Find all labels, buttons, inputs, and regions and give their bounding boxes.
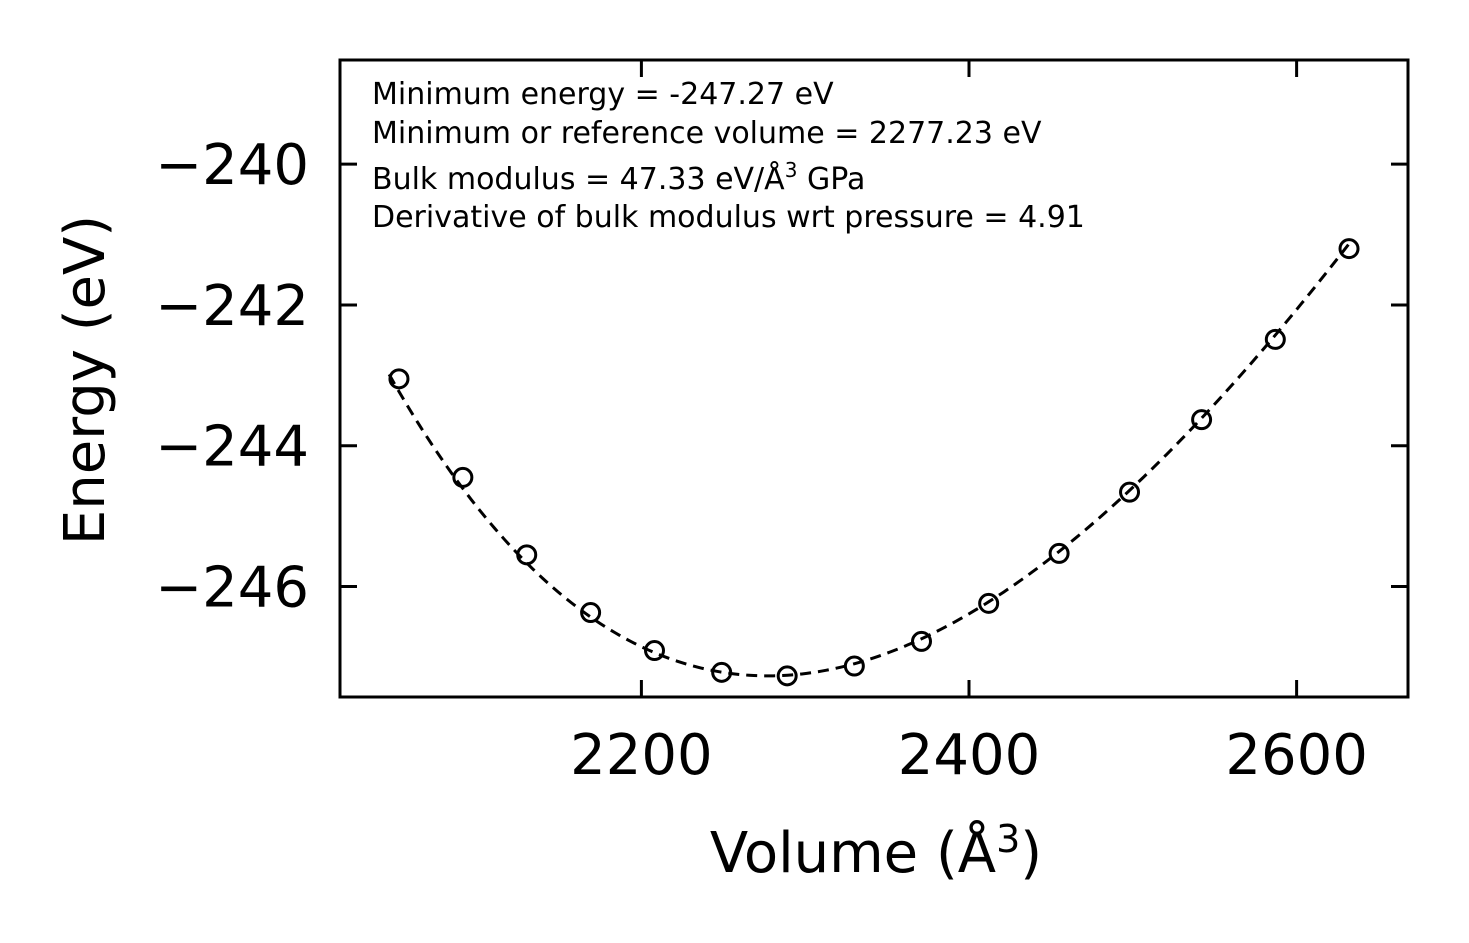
data-point — [1264, 328, 1286, 350]
data-point — [452, 466, 474, 488]
fit-curve — [387, 242, 1351, 678]
data-point — [911, 630, 933, 652]
annotation-box: Minimum energy = -247.27 eV Minimum or r… — [372, 77, 1085, 235]
y-tick-label: −244 — [155, 415, 309, 480]
data-point — [776, 665, 798, 687]
data-point — [711, 661, 733, 683]
axis-ticks: 2200 2400 2600 −240 −242 −244 −246 — [155, 60, 1408, 788]
y-tick-label: −242 — [155, 274, 309, 339]
data-point — [1338, 238, 1360, 260]
x-axis-label-sup: 3 — [996, 817, 1020, 861]
x-tick-label: 2400 — [898, 723, 1041, 788]
annotation-bulk-modulus-text: Bulk modulus = 47.33 eV/Å — [372, 161, 785, 197]
data-point — [978, 592, 1000, 614]
plot-frame — [338, 58, 1410, 699]
data-point — [580, 602, 602, 624]
annotation-bulk-derivative: Derivative of bulk modulus wrt pressure … — [372, 200, 1085, 235]
annotation-bulk-modulus: Bulk modulus = 47.33 eV/Å3 GPa — [372, 158, 865, 197]
x-axis-label: Volume (Å3) — [710, 817, 1042, 886]
x-tick-label: 2200 — [570, 723, 713, 788]
annotation-bulk-modulus-tail: GPa — [797, 162, 865, 197]
data-point — [388, 368, 410, 390]
x-axis-label-close: ) — [1020, 821, 1042, 886]
annotation-min-energy: Minimum energy = -247.27 eV — [372, 77, 834, 112]
plot-area — [387, 238, 1360, 687]
data-point — [1119, 481, 1141, 503]
annotation-ref-volume: Minimum or reference volume = 2277.23 eV — [372, 116, 1042, 151]
x-axis-label-text: Volume (Å — [710, 820, 996, 886]
x-tick-label: 2600 — [1225, 723, 1368, 788]
data-point — [644, 640, 666, 662]
y-tick-label: −240 — [155, 133, 309, 198]
data-point — [1191, 409, 1213, 431]
annotation-bulk-modulus-sup: 3 — [785, 158, 798, 182]
y-axis-label: Energy (eV) — [53, 215, 118, 545]
data-point — [843, 655, 865, 677]
data-point — [1048, 542, 1070, 564]
data-point — [516, 544, 538, 566]
y-tick-label: −246 — [155, 555, 309, 620]
